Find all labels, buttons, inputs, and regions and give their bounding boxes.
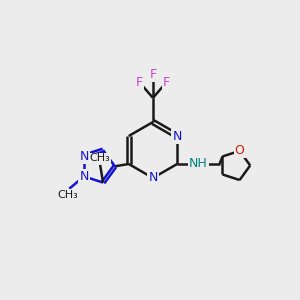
Text: O: O [235,144,244,158]
Text: F: F [163,76,170,89]
Text: N: N [148,172,158,184]
Text: NH: NH [189,158,208,170]
Text: N: N [79,150,89,163]
Text: F: F [136,76,143,89]
Text: N: N [79,170,89,183]
Text: F: F [149,68,157,81]
Text: N: N [172,130,182,142]
Text: CH₃: CH₃ [90,153,110,164]
Text: CH₃: CH₃ [57,190,78,200]
